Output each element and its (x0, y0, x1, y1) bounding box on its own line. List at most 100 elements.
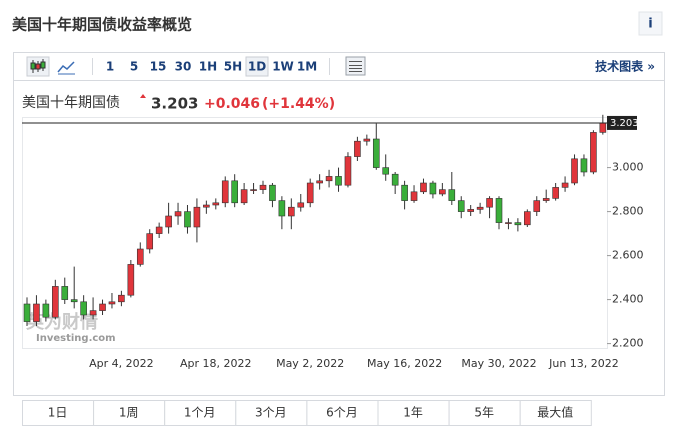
candle-body (505, 222, 512, 224)
last-price-box (607, 115, 637, 130)
y-tick-label: 3.000 (612, 161, 644, 174)
watermark-en: Investing.com (36, 333, 116, 344)
range-button[interactable] (519, 400, 592, 426)
candle-body (372, 138, 380, 168)
candle-body (146, 233, 154, 250)
candle-body (552, 187, 559, 199)
candle-body (212, 202, 220, 206)
candle-body (231, 180, 238, 204)
info-button[interactable] (638, 11, 663, 36)
candle-body (316, 180, 323, 184)
candle-body (420, 182, 427, 193)
x-tick-label: Apr 18, 2022 (180, 357, 252, 370)
interval-active[interactable] (245, 56, 269, 77)
candle-body (70, 299, 78, 303)
y-tick-label: 2.200 (612, 337, 644, 350)
candle-body (203, 204, 210, 208)
x-tick-label: Apr 4, 2022 (89, 357, 154, 370)
quote-change-percent: (+1.44%) (262, 96, 335, 112)
range-label[interactable]: 6个月 (326, 406, 358, 420)
candle-body (410, 191, 418, 201)
candle-body (580, 158, 588, 173)
range-button[interactable] (93, 400, 166, 426)
range-button[interactable] (377, 400, 450, 426)
candle-body (165, 215, 172, 228)
plot-area (22, 117, 608, 349)
candle-body (297, 202, 305, 208)
candle-body (240, 189, 248, 204)
candle-body (429, 182, 437, 195)
candle-body (118, 294, 125, 303)
x-tick-label: May 30, 2022 (461, 357, 536, 370)
candle-body (533, 200, 541, 212)
candle-body (599, 122, 607, 133)
candle-body (486, 198, 493, 208)
range-button[interactable] (448, 400, 521, 426)
candle-body (561, 182, 569, 188)
y-tick-label: 2.800 (612, 205, 644, 218)
interval-button[interactable]: 1 (106, 60, 114, 74)
table-icon-lines (349, 61, 362, 72)
candle-body (288, 206, 295, 217)
candle-body (514, 222, 522, 226)
range-label[interactable]: 1日 (48, 406, 68, 420)
candle-body (335, 176, 342, 186)
range-button[interactable] (164, 400, 237, 426)
candle-body (524, 211, 531, 226)
candle-body (250, 189, 257, 191)
candle-body (23, 303, 31, 322)
range-label[interactable]: 最大值 (537, 405, 573, 420)
candle-body (221, 180, 229, 204)
line-icon[interactable] (57, 61, 75, 73)
candle-body (269, 184, 276, 201)
candle-body (108, 301, 116, 305)
range-label[interactable]: 1周 (119, 406, 139, 420)
candle-body (476, 206, 484, 210)
range-label[interactable]: 1年 (403, 406, 423, 420)
candle-body (382, 167, 390, 175)
candle-body (61, 286, 69, 300)
candle-body (325, 176, 333, 182)
interval-button[interactable]: 1H (199, 60, 217, 74)
info-icon[interactable]: i (648, 17, 652, 32)
candle-body (127, 264, 135, 296)
interval-button[interactable]: 5H (224, 60, 242, 74)
last-price-label: 3.203 (610, 118, 639, 129)
range-button[interactable] (22, 400, 95, 426)
x-tick-label: May 2, 2022 (276, 357, 344, 370)
quote-price: 3.203 (151, 95, 198, 113)
range-button[interactable] (235, 400, 308, 426)
up-arrow (140, 94, 146, 98)
range-label[interactable]: 5年 (474, 406, 494, 420)
candle-body (136, 248, 144, 265)
chart-frame (13, 52, 665, 396)
range-label[interactable]: 3个月 (255, 406, 287, 420)
candle-body (33, 303, 40, 322)
tech-chart-link[interactable]: 技术图表 » (595, 59, 655, 74)
candle-body (193, 206, 201, 228)
candle-body (354, 140, 361, 157)
candle-icon (30, 59, 46, 73)
y-tick-label: 2.400 (612, 293, 644, 306)
candle-body (363, 138, 371, 142)
title: 美国十年期国债收益率概览 (12, 16, 192, 34)
candle-body (174, 211, 182, 217)
x-tick-label: Jun 13, 2022 (548, 357, 619, 370)
range-label[interactable]: 1个月 (184, 406, 216, 420)
candle-body (391, 173, 399, 186)
interval-button[interactable]: 1M (297, 60, 317, 74)
interval-button[interactable]: 1W (272, 60, 294, 74)
candle-body (89, 310, 97, 316)
candle-body (495, 198, 503, 223)
candle-body (184, 211, 191, 228)
candle-body (590, 132, 597, 173)
interval-button[interactable]: 15 (150, 60, 167, 74)
candle-body (467, 209, 474, 212)
interval-button[interactable]: 1D (248, 60, 266, 74)
interval-button[interactable]: 30 (175, 60, 192, 74)
candle-body (542, 198, 550, 201)
interval-button[interactable]: 5 (130, 60, 138, 74)
candle-body (52, 286, 59, 318)
candle-body (99, 303, 106, 311)
